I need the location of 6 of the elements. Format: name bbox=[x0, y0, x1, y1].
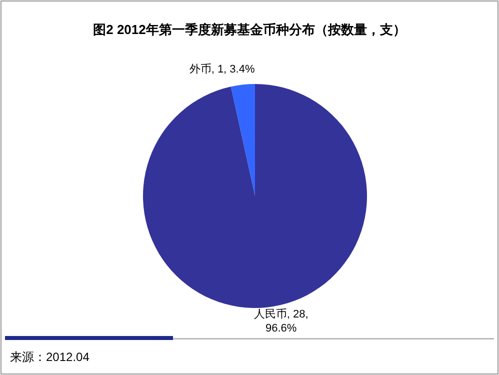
slice-label: 人民币, 28, 96.6% bbox=[254, 307, 308, 334]
slice-label: 外币, 1, 3.4% bbox=[189, 62, 255, 76]
chart-title: 图2 2012年第一季度新募基金币种分布（按数量，支） bbox=[93, 22, 406, 37]
source-note: 来源：2012.04 bbox=[10, 350, 90, 364]
pie-slice bbox=[143, 84, 367, 308]
pie-slice bbox=[230, 84, 255, 196]
